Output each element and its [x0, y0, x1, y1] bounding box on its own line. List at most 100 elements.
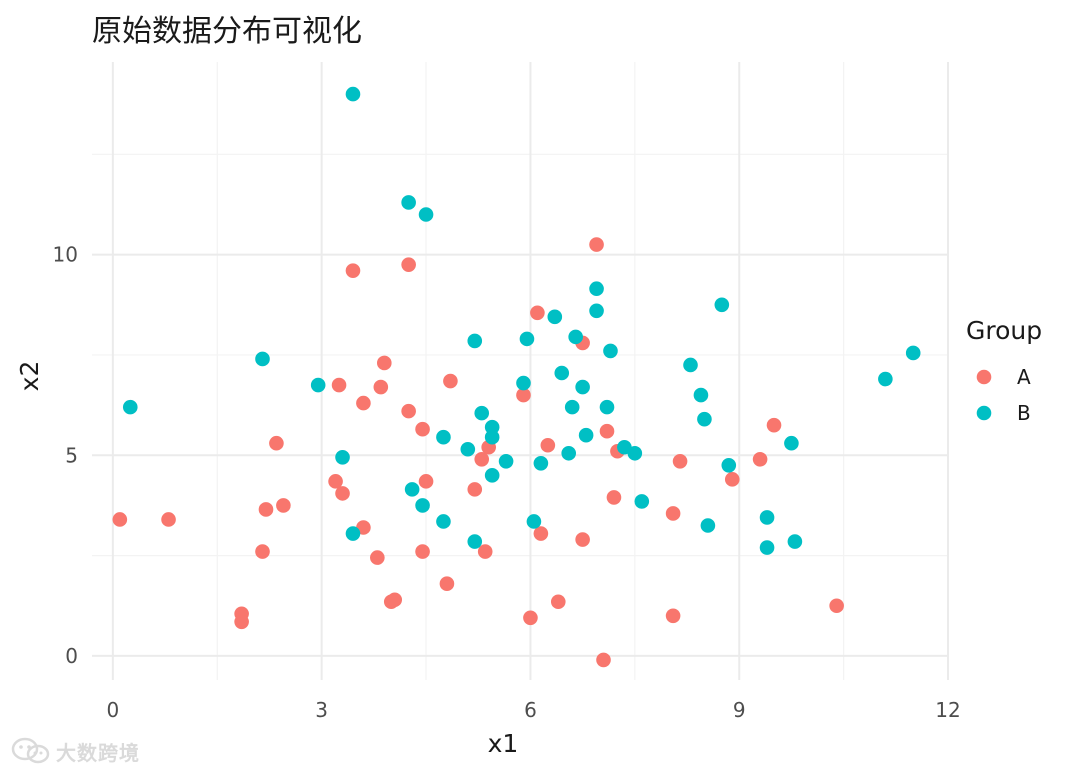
data-point-b — [787, 534, 803, 549]
data-point-b — [436, 429, 451, 445]
data-point-a — [533, 526, 549, 541]
data-point-b — [122, 399, 138, 415]
x-tick-label: 9 — [733, 698, 746, 722]
data-point-a — [665, 506, 681, 521]
x-tick-label: 12 — [935, 698, 960, 722]
data-point-b — [784, 435, 799, 451]
data-point-b — [634, 494, 650, 509]
data-point-b — [474, 405, 490, 421]
data-point-a — [328, 474, 343, 489]
data-point-b — [568, 329, 583, 345]
data-point-b — [467, 534, 483, 549]
data-point-a — [596, 652, 611, 668]
data-point-b — [603, 343, 618, 359]
data-point-b — [526, 514, 542, 529]
y-tick-label: 0 — [65, 644, 78, 668]
chart-title: 原始数据分布可视化 — [92, 14, 362, 49]
data-point-b — [516, 375, 531, 391]
grid — [92, 62, 949, 680]
data-point-a — [599, 423, 615, 439]
data-point-a — [276, 498, 291, 513]
data-point-a — [477, 544, 493, 559]
data-point-b — [533, 455, 549, 471]
data-point-a — [665, 608, 681, 624]
data-point-a — [575, 532, 590, 547]
data-point-a — [255, 544, 270, 559]
wechat-icon — [11, 737, 50, 764]
data-point-b — [575, 379, 590, 395]
legend-key-b — [976, 405, 992, 421]
data-point-a — [672, 453, 688, 469]
data-point-b — [714, 297, 730, 313]
data-point-a — [474, 451, 490, 467]
data-point-a — [387, 592, 403, 608]
data-point-b — [467, 333, 483, 349]
data-point-a — [376, 355, 392, 371]
data-point-a — [606, 490, 622, 505]
data-point-b — [561, 445, 577, 461]
data-point-a — [269, 435, 284, 451]
data-point-b — [345, 86, 361, 102]
data-point-b — [721, 458, 737, 473]
data-point-a — [523, 610, 538, 626]
data-point-a — [439, 576, 455, 591]
data-point-a — [401, 403, 416, 419]
x-axis-title: x1 — [488, 729, 519, 758]
legend-key-a — [976, 369, 992, 385]
data-point-b — [484, 429, 500, 445]
data-point-a — [724, 472, 740, 487]
data-point-a — [415, 544, 430, 559]
data-point-b — [878, 371, 893, 387]
watermark-text: 大数跨境 — [56, 740, 140, 765]
data-point-b — [484, 468, 500, 483]
data-point-a — [373, 379, 389, 395]
data-point-b — [905, 345, 921, 361]
y-tick-label: 10 — [53, 243, 78, 267]
tick-labels: 0 3 6 9 12 0 5 10 — [53, 243, 961, 722]
y-tick-label: 5 — [65, 443, 78, 467]
data-point-a — [418, 474, 434, 489]
data-point-b — [693, 387, 709, 403]
data-point-a — [540, 437, 556, 453]
data-point-b — [436, 514, 451, 529]
legend-label-a: A — [1017, 365, 1031, 389]
data-point-b — [589, 281, 604, 297]
data-point-b — [335, 449, 350, 465]
data-point-a — [112, 512, 128, 527]
legend-label-b: B — [1017, 401, 1031, 425]
data-point-a — [752, 451, 768, 467]
data-point-a — [766, 417, 782, 433]
legend: Group AB — [966, 316, 1042, 425]
data-point-b — [589, 303, 604, 319]
legend-title: Group — [966, 316, 1042, 345]
data-point-a — [345, 263, 361, 278]
data-point-b — [418, 207, 434, 222]
data-point-b — [554, 365, 570, 381]
data-point-a — [467, 482, 483, 497]
data-point-b — [599, 399, 615, 415]
data-point-a — [530, 305, 545, 321]
data-point-b — [415, 498, 430, 513]
data-point-b — [759, 510, 775, 525]
data-point-b — [401, 195, 416, 210]
data-point-a — [161, 512, 176, 527]
data-point-b — [627, 445, 643, 461]
data-point-a — [258, 502, 274, 517]
data-point-a — [370, 550, 385, 565]
data-point-b — [484, 419, 500, 435]
data-point-b — [345, 526, 361, 541]
watermark: 大数跨境 — [10, 735, 140, 767]
data-point-b — [310, 377, 326, 393]
data-point-b — [547, 309, 563, 325]
data-point-a — [401, 257, 416, 272]
x-tick-label: 3 — [315, 698, 328, 722]
data-point-b — [519, 331, 535, 347]
data-point-a — [829, 598, 844, 614]
data-point-b — [697, 411, 712, 427]
data-point-b — [255, 351, 270, 367]
data-point-b — [578, 427, 594, 443]
data-point-b — [498, 453, 514, 469]
data-point-a — [335, 486, 350, 501]
data-point-b — [683, 357, 698, 373]
